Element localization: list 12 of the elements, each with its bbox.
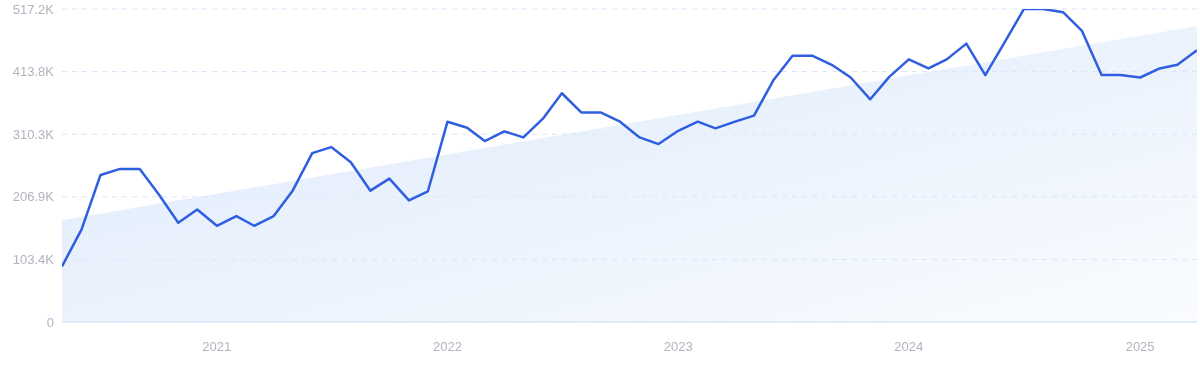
line-series	[62, 9, 1197, 268]
y-tick-label: 310.3K	[12, 126, 55, 142]
y-tick-label: 517.2K	[12, 1, 55, 17]
x-tick-label: 2024	[894, 339, 924, 355]
y-tick-label: 103.4K	[12, 252, 55, 268]
y-tick-label: 0	[46, 314, 54, 330]
x-tick-label: 2025	[1125, 339, 1155, 355]
x-tick-label: 2023	[663, 339, 693, 355]
y-tick-label: 206.9K	[12, 189, 55, 205]
x-tick-label: 2021	[202, 339, 232, 355]
y-tick-label: 413.8K	[12, 64, 55, 80]
x-tick-label: 2022	[433, 339, 462, 355]
